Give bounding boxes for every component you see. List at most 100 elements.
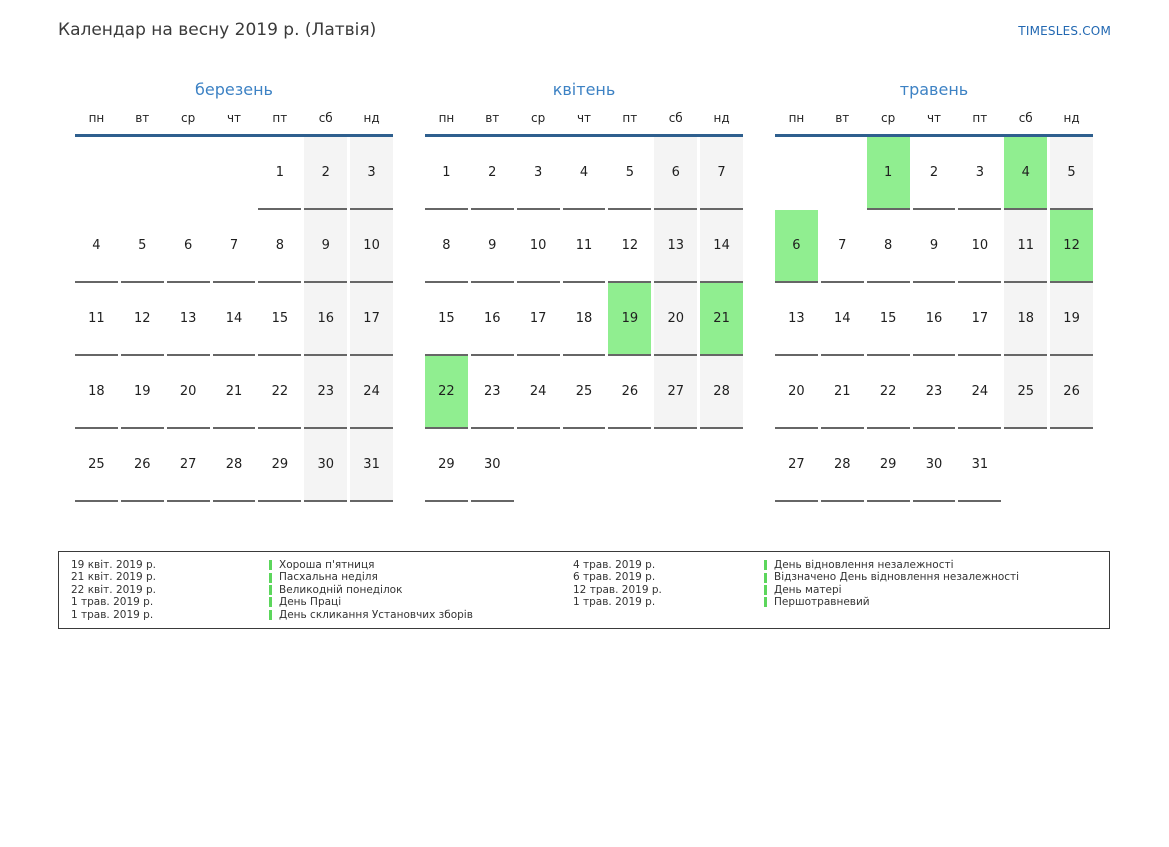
holiday-marker-icon — [269, 572, 272, 583]
day-cell: 9 — [470, 210, 514, 283]
weekday-label: нд — [713, 111, 730, 125]
day-cell: 31 — [350, 429, 393, 502]
holiday-marker-icon — [764, 597, 767, 608]
holiday-marker-icon — [764, 560, 767, 571]
month-grid: 1 2 3 4 5 6 7 8 9 10 11 12 13 14 15 16 17 18 19 20 21 22 23 24 2… — [425, 137, 743, 502]
holiday-day-cell: 4 — [1004, 137, 1048, 210]
holiday-day-cell: 19 — [608, 283, 652, 356]
day-cell: 28 — [820, 429, 864, 502]
day-cell: 20 — [654, 283, 698, 356]
day-cell: 12 — [120, 283, 164, 356]
page-title: Календар на весну 2019 р. (Латвія) — [58, 20, 377, 40]
day-cell: 8 — [866, 210, 910, 283]
legend-row: 19 квіт. 2019 р. Хороша п'ятниця — [71, 559, 573, 571]
day-cell: 26 — [1050, 356, 1093, 429]
day-cell: 16 — [912, 283, 956, 356]
day-cell: 10 — [350, 210, 393, 283]
day-cell: 16 — [470, 283, 514, 356]
day-cell: 22 — [258, 356, 302, 429]
month-title: березень — [195, 80, 273, 99]
empty-cell — [775, 137, 818, 210]
day-cell: 24 — [350, 356, 393, 429]
day-cell: 2 — [912, 137, 956, 210]
empty-cell — [700, 429, 743, 502]
day-cell: 28 — [212, 429, 256, 502]
legend-column-left: 19 квіт. 2019 р. Хороша п'ятниця 21 квіт. … — [71, 559, 573, 621]
day-cell: 30 — [304, 429, 348, 502]
legend-row: 6 трав. 2019 р. Відзначено День відновлен… — [573, 571, 1109, 583]
day-cell: 13 — [775, 283, 818, 356]
day-cell: 31 — [958, 429, 1002, 502]
site-link[interactable]: TIMESLES.COM — [1018, 24, 1111, 38]
legend-date: 6 трав. 2019 р. — [573, 571, 656, 584]
day-cell: 14 — [212, 283, 256, 356]
day-cell: 7 — [700, 137, 743, 210]
day-cell: 10 — [516, 210, 560, 283]
holiday-marker-icon — [269, 597, 272, 608]
weekday-label: ср — [881, 111, 896, 125]
weekday-header-row: пн вт ср чт пт сб нд — [75, 111, 393, 137]
day-cell: 18 — [75, 356, 118, 429]
day-cell: 1 — [425, 137, 468, 210]
day-cell: 30 — [912, 429, 956, 502]
weekday-label: чт — [576, 111, 592, 125]
holiday-marker-icon — [269, 584, 272, 595]
holiday-day-cell: 21 — [700, 283, 743, 356]
month-title: квітень — [552, 80, 616, 99]
month-title: травень — [899, 80, 969, 99]
legend-date: 1 трав. 2019 р. — [573, 596, 656, 609]
day-cell: 5 — [608, 137, 652, 210]
day-cell: 5 — [1050, 137, 1093, 210]
day-cell: 15 — [425, 283, 468, 356]
day-cell: 8 — [258, 210, 302, 283]
day-cell: 25 — [75, 429, 118, 502]
day-cell: 2 — [304, 137, 348, 210]
day-cell: 29 — [866, 429, 910, 502]
top-bar: Календар на весну 2019 р. (Латвія) TIMES… — [58, 20, 1111, 40]
day-cell: 23 — [912, 356, 956, 429]
day-cell: 29 — [258, 429, 302, 502]
day-cell: 17 — [958, 283, 1002, 356]
weekday-label: чт — [226, 111, 242, 125]
legend-row: 1 трав. 2019 р. День Праці — [71, 596, 573, 608]
legend-holiday-name: Великодній понеділок — [279, 583, 403, 596]
legend-date: 21 квіт. 2019 р. — [71, 571, 156, 584]
legend-date: 1 трав. 2019 р. — [71, 596, 154, 609]
day-cell: 27 — [654, 356, 698, 429]
day-cell: 11 — [1004, 210, 1048, 283]
weekday-label: пн — [788, 111, 805, 125]
legend-date: 19 квіт. 2019 р. — [71, 559, 156, 571]
holiday-day-cell: 6 — [775, 210, 818, 283]
holiday-day-cell: 22 — [425, 356, 468, 429]
day-cell: 21 — [820, 356, 864, 429]
months-row: березень пн вт ср чт пт сб нд 1 2 3 4 5 6 7 8 9 10 11 12 13 1… — [75, 82, 1169, 502]
empty-cell — [517, 429, 560, 502]
holiday-marker-icon — [269, 609, 272, 620]
day-cell: 24 — [958, 356, 1002, 429]
legend-row: 22 квіт. 2019 р. Великодній понеділок — [71, 584, 573, 596]
weekday-label: пт — [972, 111, 988, 125]
day-cell: 12 — [608, 210, 652, 283]
day-cell: 15 — [866, 283, 910, 356]
month-grid: 1 2 3 4 5 6 7 8 9 10 11 12 13 14 15 16 17 18 19 20 21 22 23 24 2… — [775, 137, 1093, 502]
day-cell: 14 — [700, 210, 743, 283]
empty-cell — [821, 137, 864, 210]
legend-date: 1 трав. 2019 р. — [71, 608, 154, 621]
day-cell: 20 — [775, 356, 818, 429]
weekday-label: пн — [438, 111, 455, 125]
day-cell: 30 — [470, 429, 514, 502]
holiday-marker-icon — [764, 572, 767, 583]
legend-holiday-name: Першотравневий — [774, 596, 870, 609]
holiday-marker-icon — [269, 560, 272, 571]
legend-holiday-name: День скликання Установчих зборів — [279, 608, 473, 621]
weekday-header-row: пн вт ср чт пт сб нд — [425, 111, 743, 137]
weekday-label: ср — [181, 111, 196, 125]
day-cell: 29 — [425, 429, 468, 502]
holiday-marker-icon — [764, 584, 767, 595]
legend-date: 12 трав. 2019 р. — [573, 583, 662, 596]
day-cell: 26 — [120, 429, 164, 502]
day-cell: 27 — [166, 429, 210, 502]
day-cell: 14 — [820, 283, 864, 356]
day-cell: 16 — [304, 283, 348, 356]
legend-date: 4 трав. 2019 р. — [573, 559, 656, 571]
